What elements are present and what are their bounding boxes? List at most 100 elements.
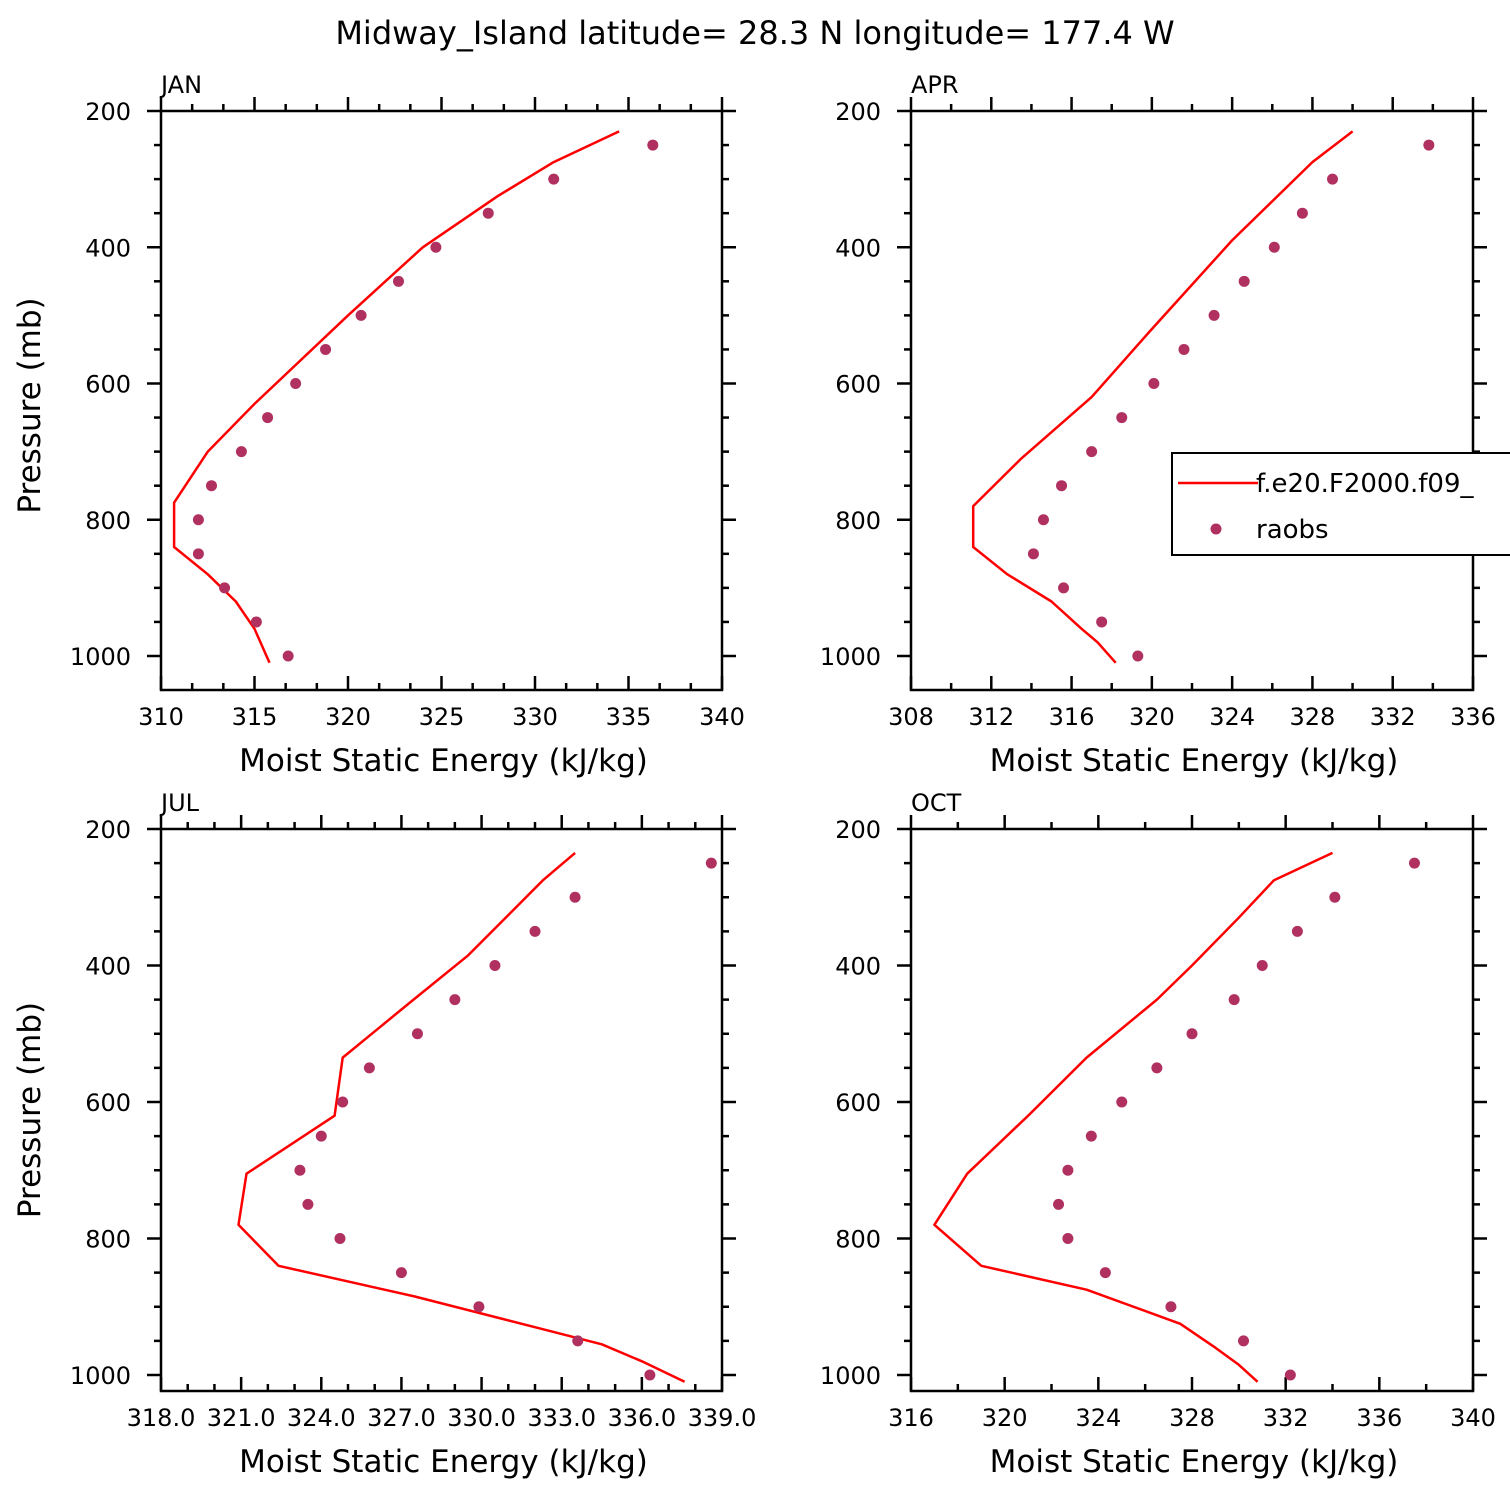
raobs-point <box>1062 1164 1074 1176</box>
raobs-point <box>705 857 717 869</box>
raobs-point <box>1053 1198 1065 1210</box>
raobs-point <box>192 514 204 526</box>
raobs-point <box>1085 1130 1097 1142</box>
raobs-point <box>337 1096 349 1108</box>
raobs-point <box>395 1267 407 1279</box>
x-tick-label: 340 <box>1450 1404 1496 1432</box>
y-tick-label: 1000 <box>820 643 881 671</box>
raobs-point <box>1329 891 1341 903</box>
x-tick-label: 327.0 <box>367 1404 436 1432</box>
raobs-point <box>1151 1062 1163 1074</box>
x-tick-label: 320 <box>325 703 371 731</box>
x-tick-label: 330.0 <box>447 1404 516 1432</box>
y-tick-label: 800 <box>85 1226 131 1254</box>
y-tick-label: 600 <box>85 371 131 399</box>
raobs-point <box>1423 139 1435 151</box>
x-tick-label: 321.0 <box>207 1404 276 1432</box>
x-tick-label: 328 <box>1290 703 1336 731</box>
raobs-point <box>1238 275 1250 287</box>
x-tick-label: 324 <box>1209 703 1255 731</box>
raobs-point <box>1327 173 1338 185</box>
y-axis-label: Pressure (mb) <box>12 297 48 513</box>
raobs-point <box>392 275 404 287</box>
raobs-point <box>219 582 231 594</box>
x-axis-label: Moist Static Energy (kJ/kg) <box>990 743 1399 779</box>
raobs-point <box>1178 343 1190 355</box>
raobs-point <box>1408 857 1420 869</box>
x-tick-label: 335 <box>606 703 652 731</box>
raobs-point <box>1027 548 1039 560</box>
x-tick-label: 332 <box>1370 703 1416 731</box>
raobs-point <box>548 173 560 185</box>
panel-label: JUL <box>159 789 200 817</box>
raobs-point <box>1056 480 1068 492</box>
raobs-point <box>262 412 274 424</box>
raobs-point <box>363 1062 375 1074</box>
panel-oct: OCT 316 320 324 328 332 336 340 200 400 600 800 1000… <box>820 789 1496 1480</box>
raobs-point <box>1238 1335 1250 1347</box>
raobs-point <box>302 1198 314 1210</box>
y-tick-label: 400 <box>835 953 881 981</box>
y-tick-label: 800 <box>85 507 131 535</box>
raobs-point <box>1208 309 1220 321</box>
raobs-point <box>1165 1301 1177 1313</box>
raobs-point <box>482 207 494 219</box>
raobs-point <box>1186 1028 1198 1040</box>
raobs-point <box>294 1164 306 1176</box>
plot-frame <box>159 109 724 692</box>
raobs-point <box>1062 1233 1074 1244</box>
panel-apr: APR 308 312 316 320 324 328 332 336 200 400 600 800 1… <box>820 71 1496 779</box>
legend-box <box>1171 452 1510 556</box>
x-tick-label: 324.0 <box>287 1404 356 1432</box>
raobs-point <box>644 1369 656 1381</box>
raobs-point <box>290 378 302 389</box>
raobs-point <box>411 1028 423 1040</box>
x-tick-label: 333.0 <box>527 1404 596 1432</box>
panel-jan: JAN 310 315 320 325 330 335 340 200 400 600 800 1000… <box>12 71 745 779</box>
raobs-point <box>529 925 541 937</box>
series-line-model <box>971 130 1354 664</box>
raobs-point <box>1116 412 1128 424</box>
raobs-point <box>282 650 294 662</box>
plot-frame <box>909 109 1475 692</box>
y-tick-label: 200 <box>835 816 881 844</box>
raobs-point <box>205 480 217 492</box>
x-axis-label: Moist Static Energy (kJ/kg) <box>239 743 648 779</box>
y-tick-label: 600 <box>85 1089 131 1117</box>
panel-label: APR <box>911 71 959 99</box>
panels: JAN 310 315 320 325 330 335 340 200 400 600 800 1000… <box>12 71 1496 1480</box>
figure-title: Midway_Island latitude= 28.3 N longitude… <box>335 14 1174 52</box>
raobs-point <box>1099 1267 1111 1279</box>
y-tick-label: 1000 <box>70 643 131 671</box>
raobs-point <box>1086 446 1098 458</box>
x-axis-label: Moist Static Energy (kJ/kg) <box>990 1444 1399 1480</box>
legend-model-label: f.e20.F2000.f09_ <box>1256 469 1474 499</box>
y-tick-label: 1000 <box>70 1362 131 1390</box>
x-tick-label: 336 <box>1356 1404 1402 1432</box>
panel-label: JAN <box>159 71 202 99</box>
panel-label: OCT <box>911 789 962 817</box>
y-tick-label: 400 <box>85 234 131 262</box>
series-line-model <box>933 851 1334 1383</box>
x-tick-label: 308 <box>888 703 934 731</box>
legend: f.e20.F2000.f09_ raobs <box>1171 452 1510 556</box>
series-line-model <box>172 130 620 664</box>
raobs-point <box>1132 650 1144 662</box>
x-tick-label: 328 <box>1169 1404 1215 1432</box>
x-tick-label: 340 <box>699 703 745 731</box>
raobs-point <box>1058 582 1070 594</box>
raobs-point <box>449 994 461 1006</box>
raobs-point <box>355 309 367 321</box>
y-tick-label: 800 <box>835 507 881 535</box>
x-tick-label: 320 <box>982 1404 1028 1432</box>
raobs-point <box>647 139 659 151</box>
x-tick-label: 336.0 <box>607 1404 676 1432</box>
y-tick-label: 800 <box>835 1226 881 1254</box>
plot-frame <box>909 827 1475 1393</box>
y-tick-label: 200 <box>85 98 131 126</box>
raobs-point <box>489 960 501 971</box>
y-tick-label: 600 <box>835 371 881 399</box>
raobs-point <box>1268 241 1280 253</box>
panel-jul: JUL 318.0 321.0 324.0 327.0 330.0 333.0 336.0 33… <box>12 789 756 1480</box>
x-tick-label: 336 <box>1450 703 1496 731</box>
